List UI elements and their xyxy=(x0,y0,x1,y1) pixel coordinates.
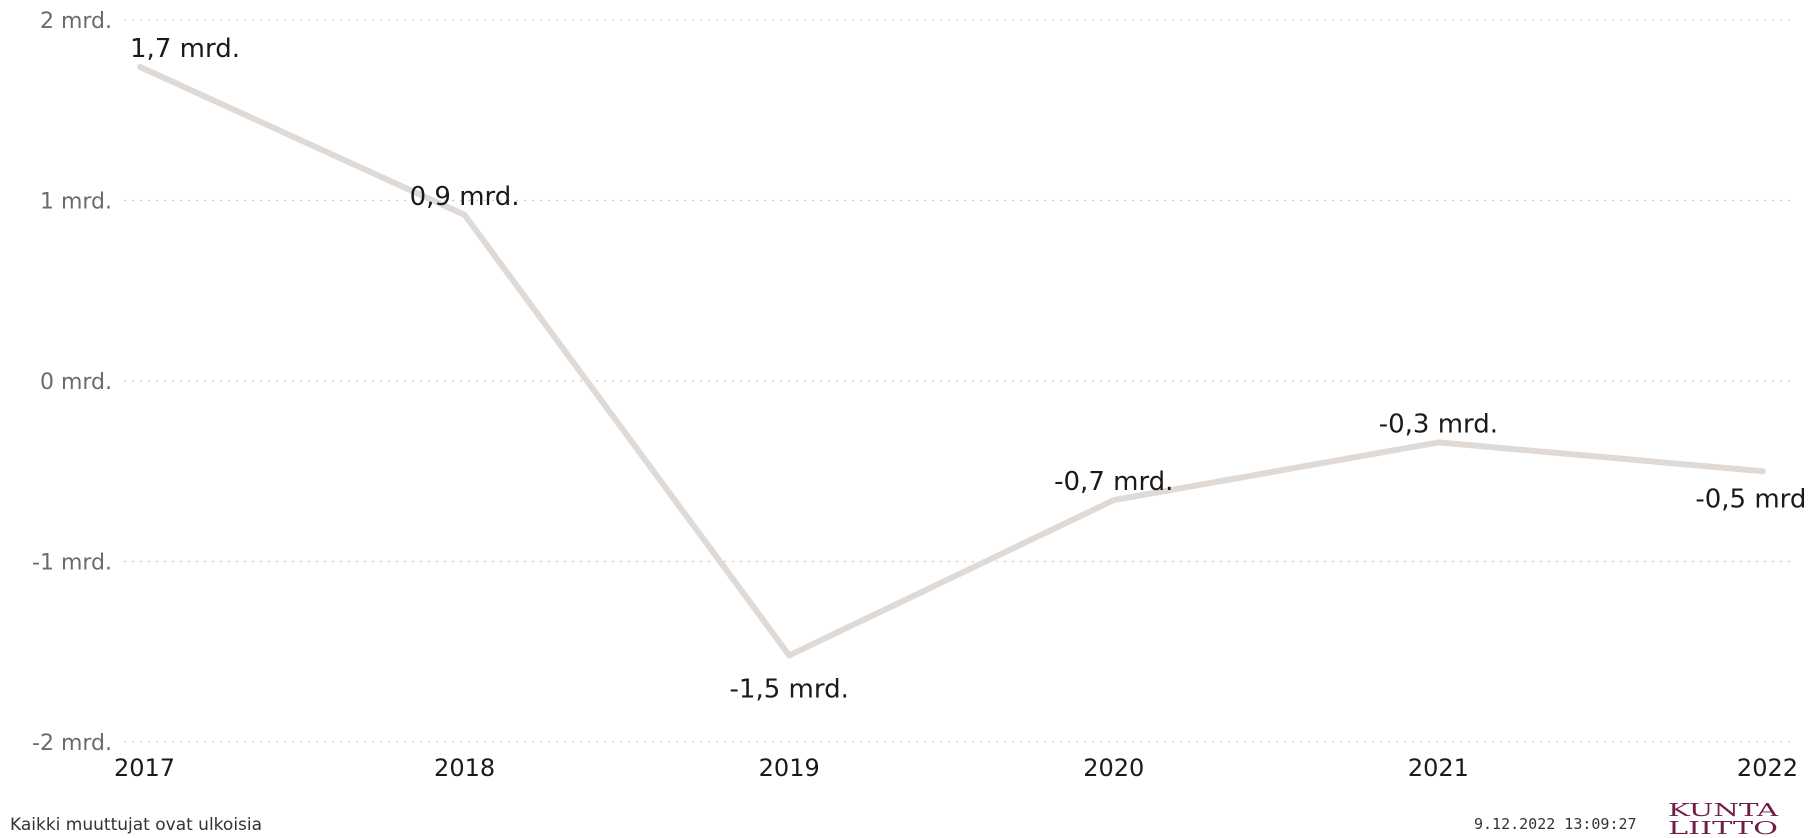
kuntaliitto-logo: KUNTA LIITTO xyxy=(1668,800,1780,836)
data-label: -0,5 mrd. xyxy=(1695,484,1809,514)
x-axis: 2017 2018 2019 2020 2021 2022 xyxy=(114,754,1798,782)
data-label: -0,3 mrd. xyxy=(1379,409,1498,439)
logo-text-top: KUNTA xyxy=(1668,800,1780,821)
series-line xyxy=(137,63,1766,659)
grid-lines xyxy=(124,19,1790,743)
x-tick-label: 2017 xyxy=(114,754,175,782)
x-tick-label: 2020 xyxy=(1083,754,1144,782)
y-tick-label: 0 mrd. xyxy=(40,370,112,395)
data-label: -0,7 mrd. xyxy=(1054,467,1173,497)
data-labels: 1,7 mrd. 0,9 mrd. -1,5 mrd. -0,7 mrd. -0,3 m… xyxy=(130,34,1809,704)
y-tick-label: -1 mrd. xyxy=(32,551,112,576)
x-tick-label: 2021 xyxy=(1408,754,1469,782)
x-tick-label: 2022 xyxy=(1737,754,1798,782)
y-tick-label: 2 mrd. xyxy=(40,9,112,34)
footer-note: Kaikki muuttujat ovat ulkoisia xyxy=(10,815,263,835)
y-axis: 2 mrd. 1 mrd. 0 mrd. -1 mrd. -2 mrd. xyxy=(32,9,112,756)
line-chart: 2 mrd.1 mrd.0 mrd.-1 mrd.-2 mrd. 2017 201… xyxy=(32,9,1809,782)
x-tick-label: 2019 xyxy=(759,754,820,782)
data-label: 0,9 mrd. xyxy=(410,182,520,212)
y-tick-label: 1 mrd. xyxy=(40,190,112,215)
data-label: 1,7 mrd. xyxy=(130,34,240,64)
y-tick-label: -2 mrd. xyxy=(32,731,112,756)
x-tick-label: 2018 xyxy=(434,754,495,782)
timestamp: 9.12.2022 13:09:27 xyxy=(1474,815,1637,833)
logo-text-bottom: LIITTO xyxy=(1668,818,1778,836)
data-label: -1,5 mrd. xyxy=(730,674,849,704)
